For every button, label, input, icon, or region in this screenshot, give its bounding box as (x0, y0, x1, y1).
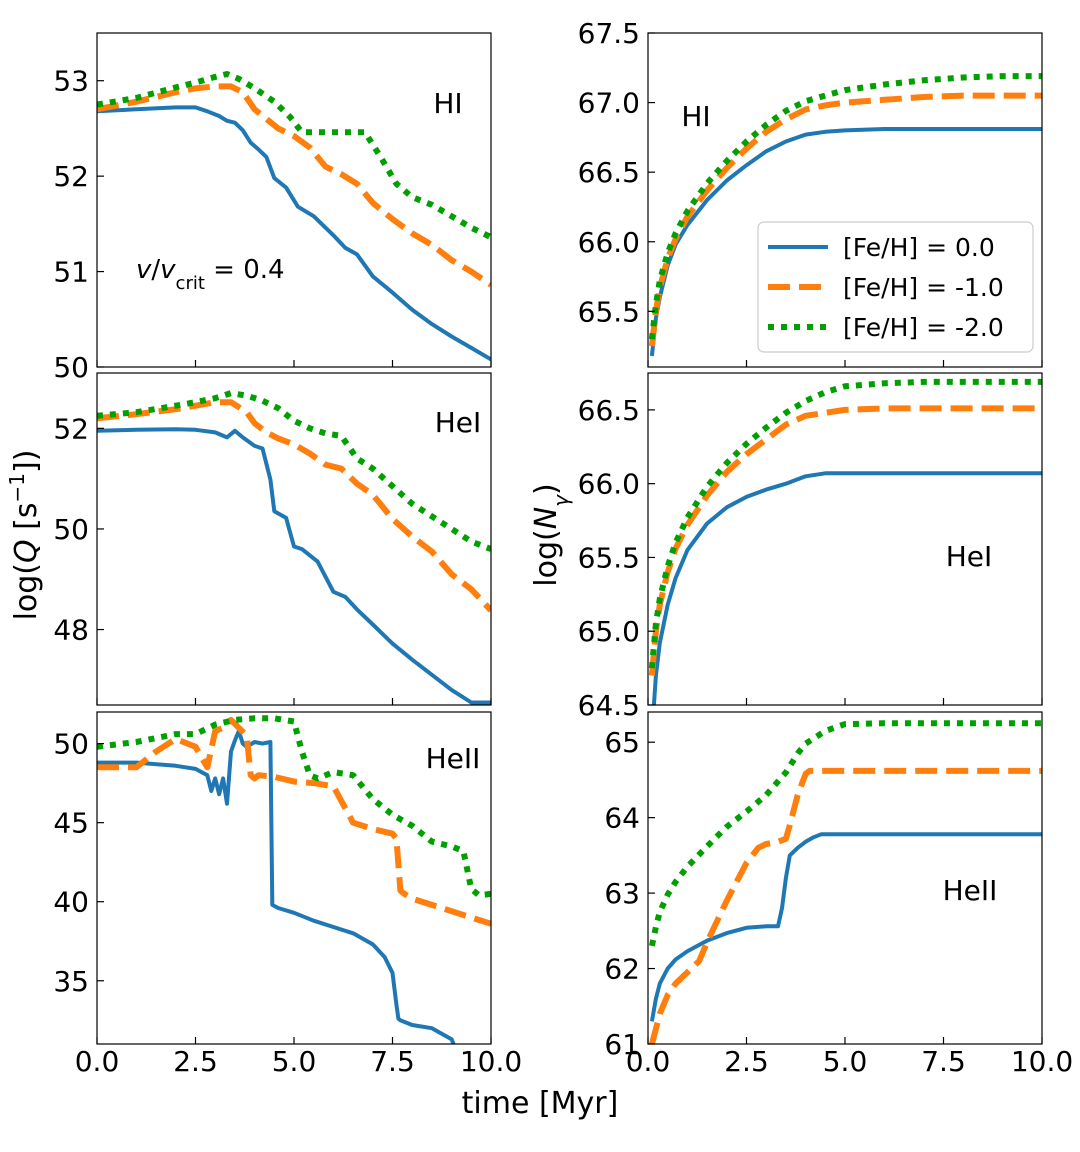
vvcrit-annotation: v/vcrit = 0.4 (136, 255, 285, 294)
y-tick-label: 50 (53, 728, 89, 761)
x-tick-label: 10.0 (1011, 1045, 1073, 1078)
y-tick-label: 66.0 (578, 226, 640, 259)
series-line-feh-m2 (648, 720, 1042, 947)
y-tick-label: 65.5 (578, 295, 640, 328)
x-tick-label: 10.0 (460, 1045, 522, 1078)
panel-q-hei: 48 50 52 HeI (53, 372, 492, 706)
panel-n-hei: 64.5 65.0 65.5 66.0 66.5 HeI (578, 372, 1043, 722)
series-line-feh-0 (651, 471, 1042, 705)
y-tick-label: 66.5 (578, 394, 640, 427)
panels: 50 51 52 53 HI 48 50 52 HeI 0.0 2.5 5.0 7.5 10.0 35 40 4… (53, 17, 1073, 1078)
series-line-feh-m2 (648, 73, 1042, 340)
series-group (648, 720, 1042, 1044)
panel-n-hi: 65.5 66.0 66.5 67.0 67.5 HI (578, 17, 1043, 368)
series-line-feh-m1 (648, 92, 1042, 347)
series-line-feh-m1 (97, 83, 491, 288)
x-tick-label: 0.0 (626, 1045, 671, 1078)
series-line-feh-m1 (649, 767, 1042, 1044)
panel-label: HI (681, 100, 710, 133)
legend-label: [Fe/H] = 0.0 (843, 233, 995, 262)
panel-q-hi: 50 51 52 53 HI (53, 32, 492, 384)
series-line-feh-0 (649, 832, 1042, 1022)
y-tick-label: 45 (53, 807, 89, 840)
x-tick-label: 7.5 (370, 1045, 415, 1078)
y-tick-label: 52 (53, 412, 89, 445)
y-tick-label: 48 (53, 614, 89, 647)
y-tick-label: 66.5 (578, 156, 640, 189)
series-line-feh-m2 (97, 71, 491, 240)
y-tick-label: 35 (53, 965, 89, 998)
panel-label: HeI (946, 540, 993, 573)
x-tick-label: 2.5 (173, 1045, 218, 1078)
legend-label: [Fe/H] = -2.0 (843, 313, 1004, 342)
panel-label: HeII (426, 742, 481, 775)
y-tick-label: 65.5 (578, 541, 640, 574)
legend-frame (757, 221, 1034, 353)
series-line-feh-m2 (97, 715, 491, 899)
x-axis-label: time [Myr] (462, 1086, 619, 1121)
y-tick-label: 53 (53, 65, 89, 98)
y-tick-label: 66.0 (578, 468, 640, 501)
series-group (97, 715, 491, 1044)
y-tick-label: 51 (53, 256, 89, 289)
y-tick-label: 50 (53, 351, 89, 384)
x-tick-label: 0.0 (75, 1045, 120, 1078)
series-line-feh-m2 (648, 378, 1042, 669)
y-tick-label: 67.5 (578, 17, 640, 50)
y-tick-label: 50 (53, 513, 89, 546)
series-group (97, 390, 491, 705)
panel-n-heii: 0.0 2.5 5.0 7.5 10.0 61 62 63 64 65 HeII (604, 711, 1073, 1078)
series-group (648, 378, 1042, 705)
series-group (97, 71, 491, 362)
y-tick-label: 63 (604, 877, 640, 910)
panel-label: HI (433, 87, 462, 120)
x-tick-label: 7.5 (921, 1045, 966, 1078)
panel-label: HeII (943, 874, 998, 907)
y-axis-label-left: log(Q [s−1]) (5, 450, 44, 621)
y-tick-label: 64 (604, 802, 640, 835)
series-line-feh-m2 (97, 390, 491, 552)
y-tick-label: 40 (53, 886, 89, 919)
x-tick-label: 5.0 (823, 1045, 868, 1078)
series-line-feh-0 (97, 729, 456, 1044)
y-axis-label-right: log(Nγ) (529, 483, 573, 586)
y-tick-label: 62 (604, 953, 640, 986)
series-line-feh-m1 (97, 716, 491, 927)
axes-frame (647, 372, 1043, 706)
legend-label: [Fe/H] = -1.0 (843, 273, 1004, 302)
legend: [Fe/H] = 0.0 [Fe/H] = -1.0 [Fe/H] = -2.0 (757, 221, 1034, 353)
x-tick-label: 2.5 (724, 1045, 769, 1078)
x-tick-label: 5.0 (272, 1045, 317, 1078)
series-line-feh-0 (97, 105, 491, 362)
series-line-feh-0 (97, 427, 491, 705)
y-tick-label: 67.0 (578, 87, 640, 120)
y-tick-label: 65.0 (578, 615, 640, 648)
y-tick-label: 61 (604, 1028, 640, 1061)
panel-label: HeI (435, 406, 482, 439)
y-tick-label: 64.5 (578, 689, 640, 722)
series-line-feh-m1 (648, 405, 1042, 676)
series-line-feh-m1 (97, 399, 491, 613)
y-tick-label: 52 (53, 160, 89, 193)
series-group (648, 73, 1042, 357)
panel-q-heii: 0.0 2.5 5.0 7.5 10.0 35 40 45 50 HeII (53, 711, 522, 1078)
y-tick-label: 65 (604, 726, 640, 759)
